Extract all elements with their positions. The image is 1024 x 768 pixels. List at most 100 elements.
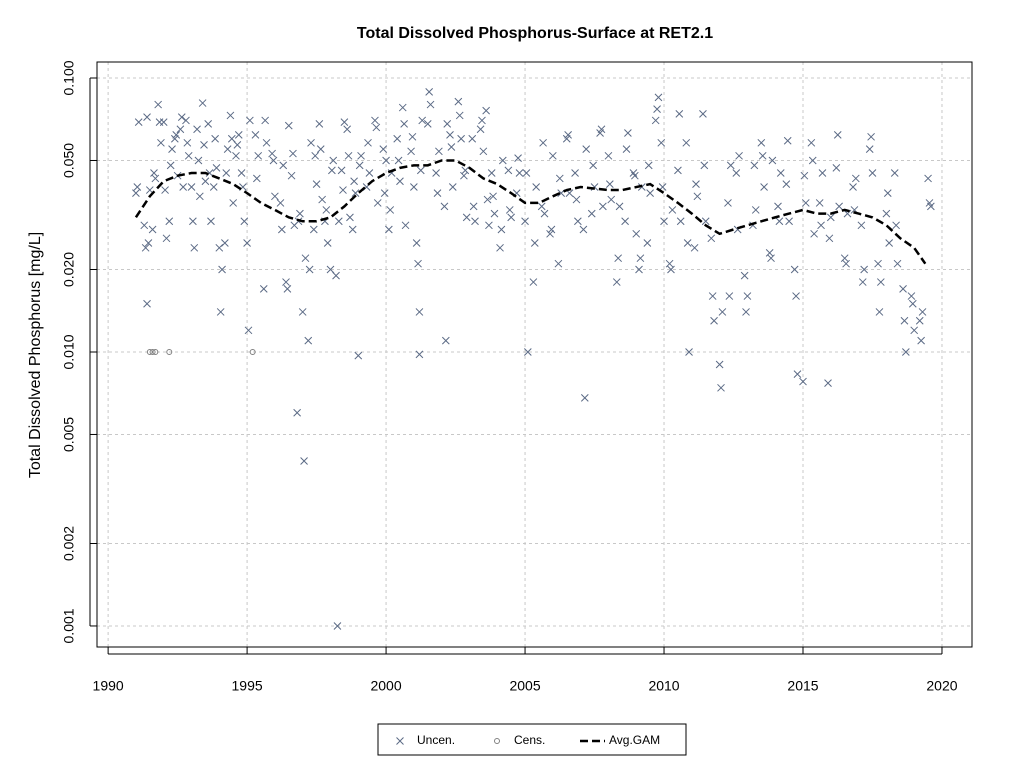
point-uncensored: [371, 116, 379, 125]
point-uncensored: [683, 239, 692, 247]
point-uncensored: [529, 278, 538, 286]
point-uncensored: [700, 161, 709, 170]
point-uncensored: [432, 169, 440, 177]
point-uncensored: [574, 217, 582, 226]
point-uncensored: [868, 169, 877, 177]
x-tick-label: 1995: [232, 678, 263, 694]
point-uncensored: [435, 147, 443, 156]
point-uncensored: [448, 183, 457, 191]
point-uncensored: [521, 217, 529, 226]
point-uncensored: [468, 134, 477, 143]
point-uncensored: [774, 202, 782, 211]
point-uncensored: [607, 195, 616, 204]
point-uncensored: [725, 292, 734, 300]
point-uncensored: [416, 166, 425, 175]
point-uncensored: [329, 156, 338, 165]
point-uncensored: [344, 151, 353, 160]
point-uncensored: [835, 202, 843, 211]
point-uncensored: [651, 116, 660, 125]
point-uncensored: [589, 161, 598, 170]
point-uncensored: [259, 284, 268, 293]
point-uncensored: [824, 379, 832, 387]
point-uncensored: [785, 217, 793, 226]
point-uncensored: [198, 99, 207, 107]
point-uncensored: [530, 239, 539, 247]
point-uncensored: [379, 145, 388, 153]
point-uncensored: [418, 116, 427, 125]
point-uncensored: [732, 169, 741, 177]
point-uncensored: [471, 217, 479, 226]
point-uncensored: [348, 225, 357, 234]
point-uncensored: [143, 299, 151, 308]
point-uncensored: [849, 183, 857, 191]
point-uncensored: [184, 151, 193, 160]
point-uncensored: [412, 239, 421, 247]
point-uncensored: [282, 278, 290, 286]
point-uncensored: [384, 225, 393, 234]
point-uncensored: [807, 138, 816, 147]
point-uncensored: [635, 265, 643, 274]
point-uncensored: [443, 120, 452, 128]
point-uncensored: [365, 169, 374, 177]
point-uncensored: [643, 239, 652, 247]
point-uncensored: [685, 348, 693, 356]
point-uncensored: [151, 174, 160, 183]
point-uncensored: [790, 265, 799, 274]
point-uncensored: [155, 118, 164, 127]
point-uncensored: [172, 131, 181, 139]
point-uncensored: [340, 118, 349, 127]
point-uncensored: [893, 259, 902, 268]
x-tick-label: 2020: [926, 678, 957, 694]
point-uncensored: [555, 174, 564, 183]
point-uncensored: [775, 217, 784, 226]
y-tick-label: 0.100: [61, 60, 77, 95]
point-uncensored: [414, 259, 422, 268]
point-uncensored: [189, 217, 197, 226]
point-uncensored: [735, 151, 743, 160]
y-tick-label: 0.005: [61, 417, 77, 452]
point-uncensored: [482, 106, 490, 115]
point-uncensored: [222, 169, 231, 177]
point-censored: [146, 348, 153, 355]
chart-title: Total Dissolved Phosphorus-Surface at RE…: [357, 25, 713, 42]
point-uncensored: [818, 169, 827, 177]
point-uncensored: [605, 180, 614, 188]
point-uncensored: [243, 239, 251, 247]
point-uncensored: [751, 206, 760, 214]
point-uncensored: [874, 259, 882, 268]
point-uncensored: [226, 111, 235, 120]
point-uncensored: [523, 348, 532, 356]
point-uncensored: [907, 292, 916, 300]
point-uncensored: [867, 132, 875, 141]
point-uncensored: [758, 151, 767, 160]
point-uncensored: [333, 622, 342, 630]
point-uncensored: [244, 326, 253, 335]
point-uncensored: [354, 351, 363, 360]
point-uncensored: [857, 221, 866, 230]
point-uncensored: [284, 121, 293, 130]
point-uncensored: [674, 166, 682, 175]
point-uncensored: [490, 209, 499, 218]
point-uncensored: [654, 93, 663, 102]
point-uncensored: [307, 138, 315, 147]
point-uncensored: [183, 138, 192, 147]
point-uncensored: [132, 189, 140, 197]
point-uncensored: [269, 156, 278, 165]
point-uncensored: [760, 183, 768, 191]
point-uncensored: [168, 145, 176, 153]
point-uncensored: [580, 394, 589, 402]
point-uncensored: [624, 129, 632, 137]
point-uncensored: [799, 377, 807, 386]
point-uncensored: [207, 217, 215, 226]
point-uncensored: [783, 136, 792, 145]
point-uncensored: [143, 113, 151, 121]
y-tick-label: 0.001: [61, 608, 77, 643]
point-uncensored: [817, 221, 825, 230]
point-censored: [152, 348, 159, 355]
point-uncensored: [537, 202, 546, 211]
y-tick-label: 0.010: [61, 334, 77, 369]
point-uncensored: [504, 166, 513, 175]
point-uncensored: [287, 171, 296, 180]
point-uncensored: [630, 171, 639, 180]
